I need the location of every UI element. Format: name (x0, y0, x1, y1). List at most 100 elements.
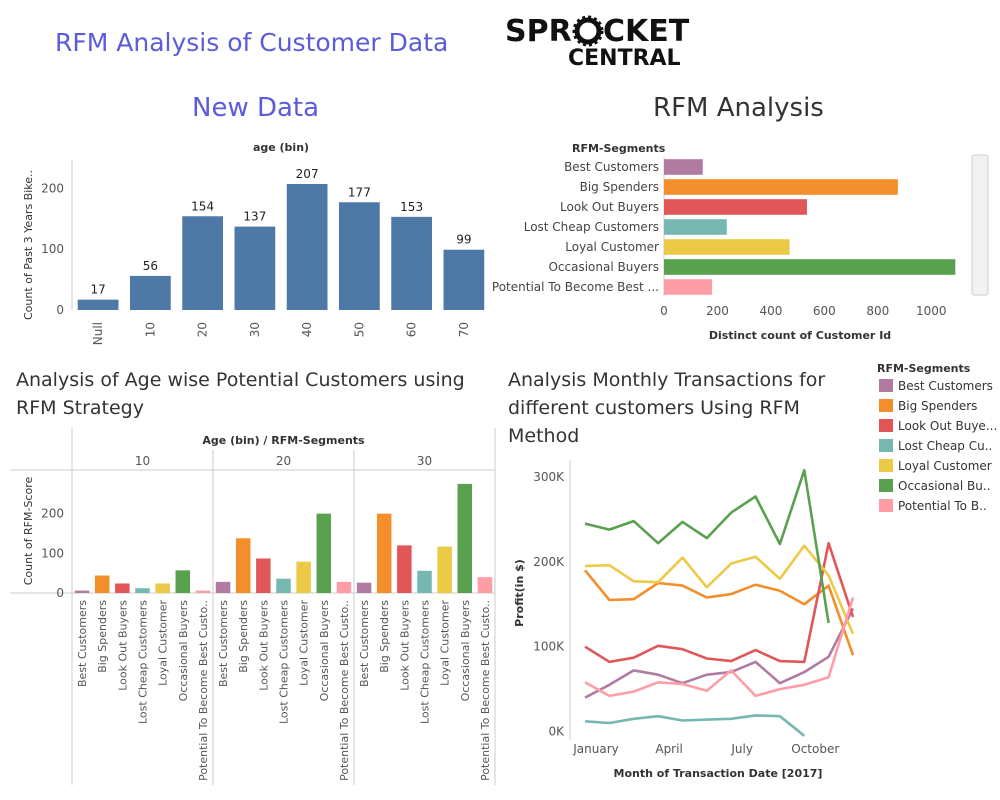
bar-10-2 (115, 583, 130, 593)
bar-30-5 (457, 483, 473, 593)
segment-tick-label: Best Customers (358, 600, 371, 687)
bar-50 (338, 202, 380, 310)
legend-swatch[interactable] (879, 499, 893, 512)
segment-tick-label: Best Customers (217, 600, 230, 687)
y-tick-label: 200 (41, 181, 64, 195)
monthly-analysis-title: Analysis Monthly Transactions for differ… (508, 369, 826, 447)
x-tick-label: 800 (866, 304, 889, 318)
rfm-segments-chart: RFM-Segments Best Customers Big Spenders Lo… (492, 142, 989, 342)
bar-30-6 (477, 577, 493, 593)
legend-swatch[interactable] (879, 419, 893, 432)
segment-tick-label: Occasional Buyers (459, 600, 472, 702)
scrollbar[interactable] (971, 154, 989, 296)
legend-swatch[interactable] (879, 439, 893, 452)
legend-label[interactable]: Occasional Bu.. (898, 479, 991, 493)
line-occasional-buyers (584, 468, 830, 624)
x-tick-label: 60 (405, 322, 419, 337)
legend-label[interactable]: Loyal Customer (898, 459, 992, 473)
bar-30-1 (376, 513, 392, 593)
segment-tick-label: Lost Cheap Customers (137, 600, 150, 724)
bar-10-0 (74, 590, 90, 593)
y-tick-label: 0 (56, 303, 64, 317)
bar-10 (129, 275, 171, 310)
age-bin-chart: age (bin) 0 100 200 Count of Past 3 Years Bi… (22, 141, 485, 345)
line-lost-cheap-customers (584, 714, 806, 737)
bar-30-2 (397, 545, 412, 593)
bar-lost-cheap-customers (664, 219, 727, 235)
age-analysis-title: Analysis of Age wise Potential Customers… (16, 369, 465, 419)
group-label: 20 (276, 454, 291, 468)
segment-tick-label: Loyal Customer (157, 600, 170, 686)
legend-label[interactable]: Lost Cheap Cu.. (898, 439, 992, 453)
segment-tick-label: Lost Cheap Customers (278, 600, 291, 724)
segment-tick-label: Loyal Customer (439, 600, 452, 686)
x-tick-label: April (655, 742, 682, 756)
bar-10-5 (175, 570, 191, 593)
legend-label[interactable]: Potential To B.. (898, 499, 987, 513)
x-tick-label: 0 (660, 304, 668, 318)
bar-value-label: 17 (90, 283, 105, 297)
bar-20-1 (235, 538, 251, 593)
legend-label[interactable]: Best Customers (898, 379, 993, 393)
sprocket-central-logo: SPR CKET CENTRAL (505, 14, 690, 68)
logo-text-top-a: SPR (505, 14, 572, 49)
x-axis-title: Distinct count of Customer Id (709, 329, 891, 342)
y-axis-title: Profit(in $) (513, 559, 526, 627)
segment-tick-label: Potential To Become Best Custo.. (197, 600, 210, 781)
segment-label: Look Out Buyers (560, 200, 659, 214)
bar-20-2 (256, 558, 271, 593)
group-label: 10 (135, 454, 150, 468)
bar-look-out-buyers (664, 199, 807, 215)
line-loyal-customer (584, 544, 855, 635)
y-tick-label: 0 (56, 586, 64, 600)
x-tick-label: October (791, 742, 839, 756)
bar-10-4 (155, 583, 170, 593)
legend-swatch[interactable] (879, 379, 893, 392)
segment-tick-label: Lost Cheap Customers (419, 600, 432, 724)
legend-label[interactable]: Look Out Buye... (898, 419, 997, 433)
rfm-segments-header: RFM-Segments (572, 142, 666, 155)
legend-swatch[interactable] (879, 399, 893, 412)
segment-tick-label: Occasional Buyers (318, 600, 331, 702)
legend-swatch[interactable] (879, 479, 893, 492)
x-tick-label: January (572, 742, 619, 756)
segment-tick-label: Look Out Buyers (398, 600, 411, 691)
bar-loyal-customer (664, 239, 790, 255)
segment-tick-label: Best Customers (76, 600, 89, 687)
bar-value-label: 154 (191, 199, 214, 213)
bar-10-3 (135, 588, 150, 593)
age-bin-header: age (bin) (253, 141, 309, 154)
bar-70 (443, 249, 485, 310)
segment-label: Best Customers (564, 160, 659, 174)
segment-tick-label: Big Spenders (378, 600, 391, 673)
bar-20-3 (276, 578, 291, 593)
line-best-customers (584, 607, 855, 699)
bar-10-6 (195, 590, 211, 593)
y-tick-label: 100K (533, 640, 565, 654)
logo-text-top-b: CKET (603, 14, 690, 49)
bar-20-6 (336, 581, 352, 593)
bar-potential-to-become-best- (664, 279, 713, 295)
bar-30-4 (437, 546, 452, 593)
x-tick-label: 200 (706, 304, 729, 318)
bar-20-5 (316, 513, 332, 593)
segment-label: Loyal Customer (565, 240, 659, 254)
bar-value-label: 99 (456, 233, 471, 247)
bar-10-1 (94, 575, 110, 593)
new-data-title: New Data (192, 93, 320, 123)
x-tick-label: 70 (457, 322, 471, 337)
segment-tick-label: Big Spenders (237, 600, 250, 673)
bar-30 (234, 226, 276, 310)
bar-value-label: 207 (296, 167, 319, 181)
x-tick-label: Null (91, 322, 105, 345)
segment-tick-label: Potential To Become Best Custo.. (479, 600, 492, 781)
bar-Null (77, 299, 119, 310)
legend-swatch[interactable] (879, 459, 893, 472)
y-tick-label: 200K (533, 555, 565, 569)
panel-header: Age (bin) / RFM-Segments (202, 434, 365, 447)
bar-40 (286, 184, 328, 310)
x-tick-label: July (730, 742, 753, 756)
x-tick-label: 10 (143, 322, 157, 337)
legend-label[interactable]: Big Spenders (898, 399, 977, 413)
